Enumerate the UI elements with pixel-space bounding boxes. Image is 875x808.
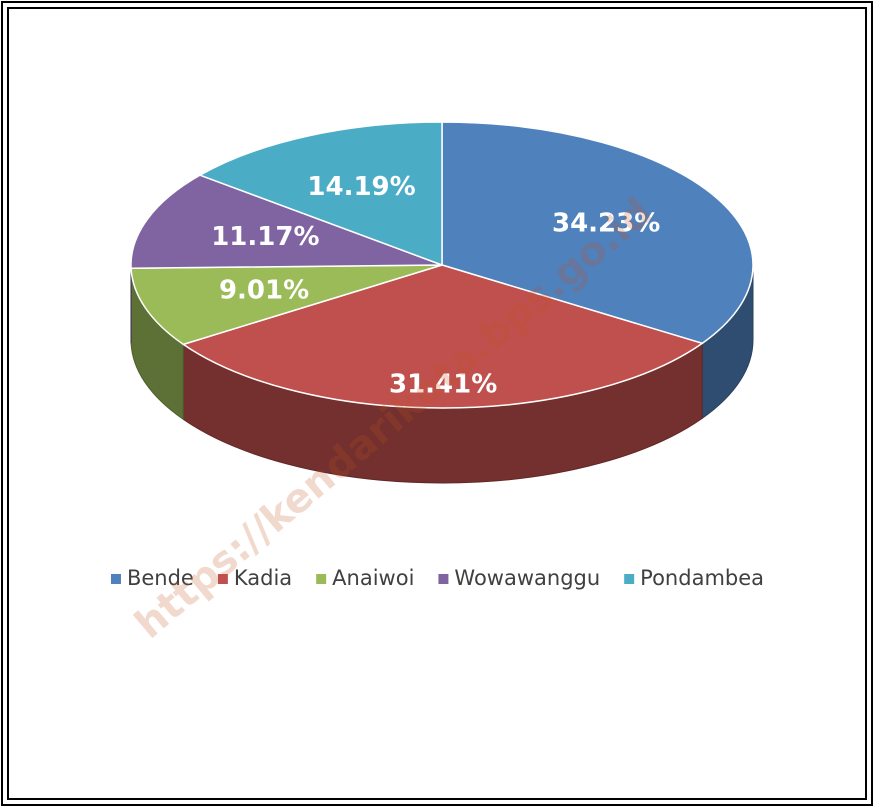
data-label: 11.17% — [211, 222, 319, 252]
data-labels: 34.23% 31.41% 9.01% 11.17% 14.19% — [211, 172, 660, 400]
data-label: 14.19% — [307, 172, 415, 202]
legend-label: Anaiwoi — [332, 566, 414, 590]
data-label: 9.01% — [219, 275, 309, 305]
slice — [130, 174, 443, 269]
legend-item: Bende — [110, 566, 194, 590]
inner-frame — [7, 7, 867, 800]
legend-swatch — [217, 574, 228, 584]
legend-label: Wowawanggu — [454, 566, 600, 590]
slice — [130, 264, 443, 346]
legend-item: Kadia — [217, 566, 292, 590]
data-label: 34.23% — [552, 209, 660, 239]
legend-item: Wowawanggu — [438, 566, 600, 590]
legend-label: Pondambea — [640, 566, 764, 590]
legend-swatch — [438, 574, 449, 584]
pie-sides — [130, 264, 754, 484]
legend-item: Anaiwoi — [316, 566, 414, 590]
legend: Bende Kadia Anaiwoi Wowawanggu Pondambea — [110, 566, 764, 590]
legend-label: Bende — [127, 566, 194, 590]
legend-swatch — [110, 574, 121, 584]
legend-item: Pondambea — [624, 566, 764, 590]
legend-label: Kadia — [234, 566, 292, 590]
slice — [181, 264, 704, 409]
legend-swatch — [624, 574, 635, 584]
pie-tops — [130, 121, 754, 409]
data-label: 31.41% — [389, 370, 497, 400]
legend-swatch — [316, 574, 327, 584]
slice — [198, 121, 443, 267]
